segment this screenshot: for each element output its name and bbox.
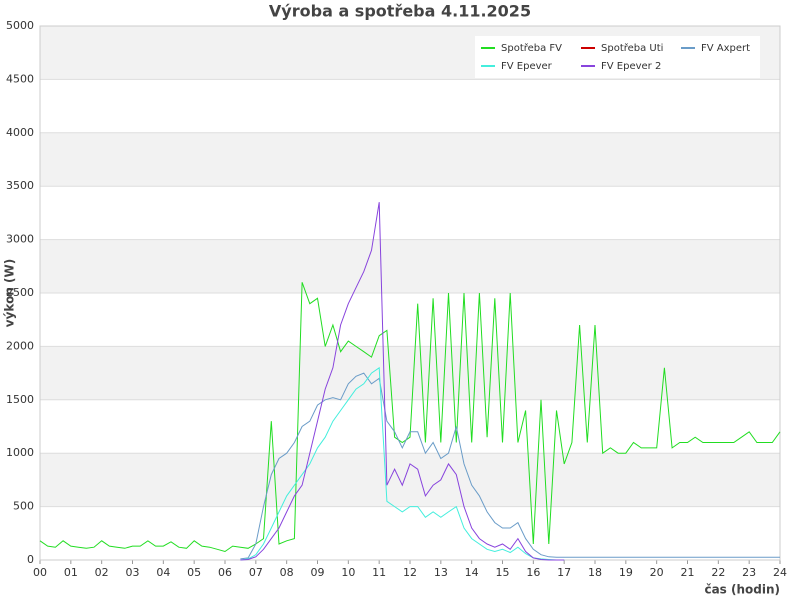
chart-title: Výroba a spotřeba 4.11.2025 [269, 2, 531, 21]
x-tick-label: 02 [95, 566, 109, 579]
series-line [240, 372, 780, 560]
grid-band [40, 453, 780, 507]
x-tick-label: 01 [64, 566, 78, 579]
legend-box [475, 36, 760, 78]
x-tick-label: 09 [311, 566, 325, 579]
legend-label: FV Epever 2 [601, 61, 661, 72]
x-tick-label: 20 [650, 566, 664, 579]
x-axis-label: čas (hodin) [704, 583, 780, 597]
x-tick-label: 03 [126, 566, 140, 579]
series-line [240, 366, 565, 561]
x-tick-label: 12 [403, 566, 417, 579]
x-tick-label: 21 [681, 566, 695, 579]
y-tick-label: 500 [13, 500, 34, 513]
y-tick-label: 0 [27, 553, 34, 566]
x-tick-label: 16 [526, 566, 540, 579]
x-tick-label: 06 [218, 566, 232, 579]
y-tick-label: 3000 [6, 233, 34, 246]
y-tick-label: 1000 [6, 446, 34, 459]
y-tick-label: 2000 [6, 339, 34, 352]
y-tick-label: 3500 [6, 179, 34, 192]
plot-frame [39, 25, 781, 561]
x-tick-label: 23 [742, 566, 756, 579]
y-tick-label: 1500 [6, 393, 34, 406]
y-tick-label: 2500 [6, 286, 34, 299]
x-tick-label: 05 [187, 566, 201, 579]
x-tick-label: 19 [619, 566, 633, 579]
x-tick-label: 24 [773, 566, 787, 579]
x-tick-label: 11 [372, 566, 386, 579]
x-tick-label: 00 [33, 566, 47, 579]
x-tick-label: 22 [711, 566, 725, 579]
y-tick-label: 4000 [6, 126, 34, 139]
legend-label: FV Axpert [701, 43, 750, 54]
legend-label: Spotřeba Uti [601, 42, 663, 54]
y-axis-label: výkon (W) [3, 259, 17, 327]
x-tick-label: 13 [434, 566, 448, 579]
series-line [39, 282, 781, 553]
series-line [240, 202, 565, 561]
legend-label: FV Epever [501, 61, 553, 72]
legend-label: Spotřeba FV [501, 42, 562, 54]
x-tick-label: 17 [557, 566, 571, 579]
y-tick-label: 5000 [6, 19, 34, 32]
x-tick-label: 04 [156, 566, 170, 579]
y-tick-label: 4500 [6, 72, 34, 85]
grid-band [40, 239, 780, 293]
x-tick-label: 10 [341, 566, 355, 579]
grid-band [40, 132, 780, 187]
x-tick-label: 08 [280, 566, 294, 579]
grid-band [40, 346, 780, 400]
x-tick-label: 14 [465, 566, 479, 579]
x-tick-label: 18 [588, 566, 602, 579]
x-tick-label: 15 [496, 566, 510, 579]
x-tick-label: 07 [249, 566, 263, 579]
